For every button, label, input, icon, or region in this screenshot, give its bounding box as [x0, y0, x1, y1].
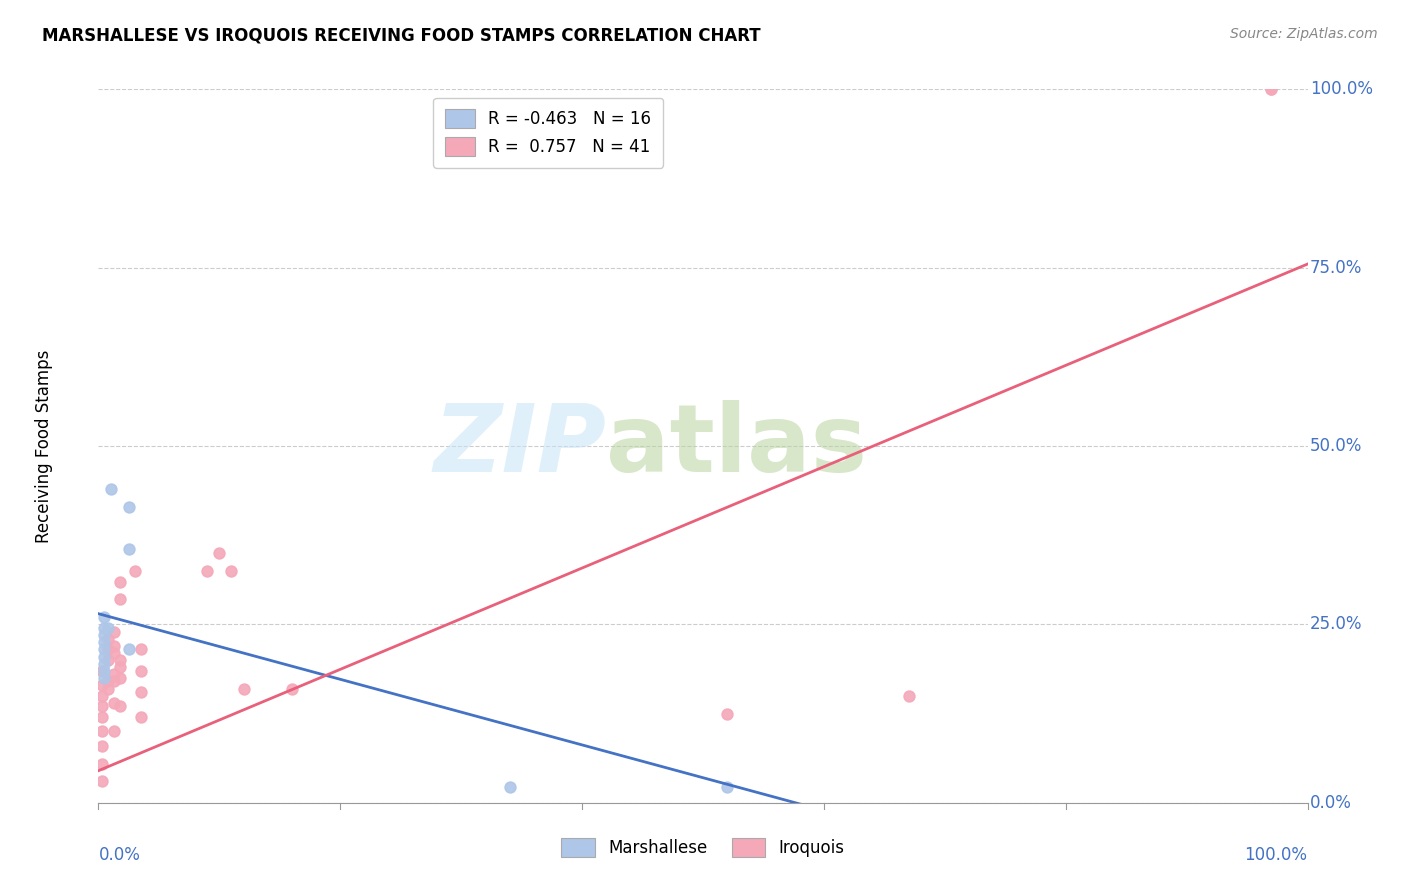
Text: 100.0%: 100.0%: [1310, 80, 1374, 98]
Legend: Marshallese, Iroquois: Marshallese, Iroquois: [553, 830, 853, 866]
Text: Source: ZipAtlas.com: Source: ZipAtlas.com: [1230, 27, 1378, 41]
Point: [281, 681, 304, 696]
Point: [103, 646, 125, 660]
Point: [97, 621, 120, 635]
Point: [195, 564, 218, 578]
Point: [129, 664, 152, 678]
Point: [91, 689, 114, 703]
Point: [93, 610, 115, 624]
Point: [118, 542, 141, 557]
Point: [100, 482, 122, 496]
Point: [93, 664, 115, 678]
Point: [108, 660, 131, 674]
Point: [221, 564, 243, 578]
Text: 75.0%: 75.0%: [1310, 259, 1362, 277]
Point: [129, 685, 152, 699]
Point: [97, 642, 120, 657]
Text: 0.0%: 0.0%: [1310, 794, 1353, 812]
Text: 0.0%: 0.0%: [98, 846, 141, 863]
Point: [93, 657, 115, 671]
Text: MARSHALLESE VS IROQUOIS RECEIVING FOOD STAMPS CORRELATION CHART: MARSHALLESE VS IROQUOIS RECEIVING FOOD S…: [42, 27, 761, 45]
Point: [93, 642, 115, 657]
Text: 50.0%: 50.0%: [1310, 437, 1362, 455]
Point: [91, 774, 114, 789]
Point: [103, 624, 125, 639]
Point: [897, 689, 920, 703]
Point: [93, 649, 115, 664]
Text: atlas: atlas: [606, 400, 868, 492]
Point: [103, 667, 125, 681]
Point: [91, 739, 114, 753]
Point: [103, 724, 125, 739]
Point: [118, 642, 141, 657]
Point: [91, 710, 114, 724]
Point: [129, 710, 152, 724]
Point: [108, 592, 131, 607]
Point: [97, 681, 120, 696]
Point: [716, 706, 738, 721]
Point: [97, 632, 120, 646]
Point: [108, 699, 131, 714]
Point: [93, 635, 115, 649]
Point: [124, 564, 146, 578]
Point: [91, 699, 114, 714]
Point: [97, 674, 120, 689]
Point: [103, 674, 125, 689]
Text: ZIP: ZIP: [433, 400, 606, 492]
Point: [91, 664, 114, 678]
Point: [1260, 82, 1282, 96]
Point: [93, 621, 115, 635]
Text: 100.0%: 100.0%: [1244, 846, 1308, 863]
Text: Receiving Food Stamps: Receiving Food Stamps: [35, 350, 53, 542]
Text: 25.0%: 25.0%: [1310, 615, 1362, 633]
Point: [108, 653, 131, 667]
Point: [91, 724, 114, 739]
Point: [91, 756, 114, 771]
Point: [93, 671, 115, 685]
Point: [108, 671, 131, 685]
Point: [93, 628, 115, 642]
Point: [108, 574, 131, 589]
Point: [97, 653, 120, 667]
Point: [498, 780, 520, 794]
Point: [129, 642, 152, 657]
Point: [91, 678, 114, 692]
Point: [103, 696, 125, 710]
Point: [232, 681, 254, 696]
Point: [716, 780, 738, 794]
Point: [103, 639, 125, 653]
Point: [118, 500, 141, 514]
Point: [1260, 82, 1282, 96]
Point: [208, 546, 231, 560]
